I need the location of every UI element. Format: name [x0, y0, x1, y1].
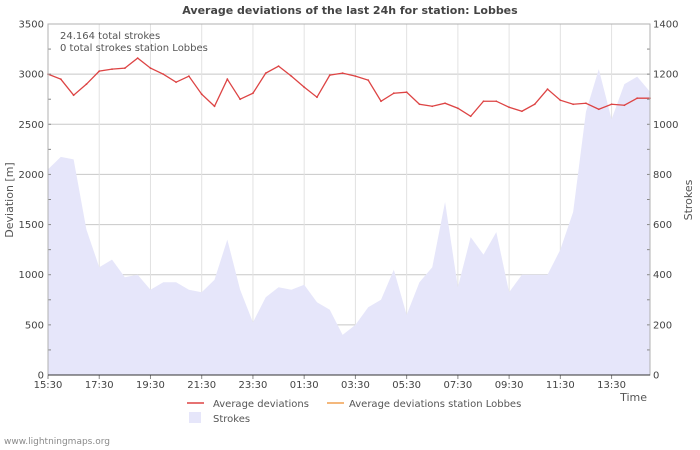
deviation-point [136, 57, 139, 59]
deviation-point [85, 83, 88, 86]
x-tick-label: 01:30 [290, 380, 319, 391]
deviation-point [444, 102, 446, 105]
deviation-point [239, 98, 242, 101]
deviation-point [175, 81, 177, 84]
strokes-area [48, 69, 650, 375]
deviation-point [495, 100, 498, 103]
deviation-point [316, 96, 318, 99]
x-tick-label: 17:30 [85, 380, 114, 391]
left-tick-labels: 0 500 1000 1500 2000 2500 3000 3500 [19, 20, 44, 382]
deviation-point [111, 68, 113, 71]
y-tick-label-left: 2500 [19, 120, 44, 131]
x-tick-label: 11:30 [546, 380, 575, 391]
y-tick-label-right: 1200 [653, 70, 678, 81]
deviation-point [431, 105, 434, 108]
deviation-point [200, 93, 203, 96]
deviation-point [277, 65, 280, 68]
deviation-point [405, 91, 408, 94]
deviation-point [380, 100, 382, 103]
legend: Average deviations Average deviations st… [187, 399, 521, 425]
legend-label-station-lobbes: Average deviations station Lobbes [349, 399, 521, 410]
deviation-point [521, 110, 523, 113]
y-tick-label-left: 2000 [19, 170, 44, 181]
deviation-point [328, 74, 331, 77]
y-tick-label-left: 3500 [19, 20, 44, 31]
deviation-point [533, 103, 536, 106]
deviation-point [610, 103, 613, 106]
deviation-point [508, 106, 511, 109]
y-tick-label-right: 600 [653, 220, 672, 231]
legend-swatch-strokes [189, 412, 201, 423]
y-tick-label-left: 500 [25, 320, 44, 331]
deviation-point [469, 115, 472, 118]
x-tick-label: 13:30 [597, 380, 626, 391]
y-tick-label-right: 800 [653, 170, 672, 181]
deviation-point [72, 94, 75, 97]
y-tick-label-right: 200 [653, 320, 672, 331]
x-tick-label: 05:30 [392, 380, 421, 391]
deviation-point [636, 97, 639, 100]
deviation-point [546, 88, 549, 91]
deviation-point [264, 72, 267, 75]
x-tick-label: 23:30 [239, 380, 268, 391]
deviation-point [572, 103, 575, 106]
deviation-point [162, 73, 165, 76]
site-watermark: www.lightningmaps.org [4, 437, 110, 447]
x-tick-label: 03:30 [341, 380, 370, 391]
y-tick-label-left: 1000 [19, 270, 44, 281]
deviation-point [290, 75, 293, 78]
axes [47, 23, 651, 379]
deviation-point [213, 105, 216, 108]
deviation-point [123, 67, 126, 70]
deviation-point [585, 102, 587, 105]
y-tick-label-right: 400 [653, 270, 672, 281]
deviation-point [623, 104, 626, 107]
x-tick-label: 19:30 [136, 380, 165, 391]
deviation-point [149, 67, 152, 70]
y-tick-label-left: 1500 [19, 220, 44, 231]
y-axis-label-right: Strokes [682, 179, 695, 220]
average-deviations-line [47, 57, 650, 118]
x-tick-label: 21:30 [187, 380, 216, 391]
deviation-point [341, 72, 344, 75]
deviation-point [187, 75, 190, 78]
legend-label-average-deviations: Average deviations [213, 399, 309, 410]
x-tick-labels: 15:30 17:30 19:30 21:30 23:30 01:30 03:30 05:30… [34, 380, 626, 391]
deviation-point [226, 78, 229, 81]
deviation-point [418, 103, 421, 106]
deviation-point [597, 108, 600, 111]
deviation-point [252, 92, 254, 95]
deviation-point [482, 100, 485, 103]
x-axis-label: Time [619, 391, 647, 404]
x-tick-label: 15:30 [34, 380, 63, 391]
y-tick-label-right: 1000 [653, 120, 678, 131]
deviation-point [354, 75, 357, 78]
info-line-total: 24.164 total strokes [60, 31, 160, 42]
x-tick-label: 07:30 [443, 380, 472, 391]
y-axis-label-left: Deviation [m] [3, 162, 16, 237]
deviation-point [303, 86, 306, 89]
strokes-area-layer [48, 69, 650, 375]
chart-title: Average deviations of the last 24h for s… [182, 4, 518, 17]
right-tick-labels: 0 200 400 600 800 1000 1200 1400 [653, 20, 678, 382]
legend-label-strokes: Strokes [213, 414, 250, 425]
deviation-point [456, 107, 459, 110]
y-tick-label-right: 1400 [653, 20, 678, 31]
deviation-point [98, 70, 101, 73]
x-tick-label: 09:30 [495, 380, 524, 391]
info-line-station: 0 total strokes station Lobbes [60, 43, 208, 54]
y-tick-label-left: 3000 [19, 70, 44, 81]
deviation-point [59, 78, 62, 81]
y-tick-label-left: 0 [38, 371, 44, 382]
deviation-point [367, 79, 370, 82]
deviation-point [392, 92, 395, 95]
y-tick-label-right: 0 [653, 371, 659, 382]
deviation-point [559, 99, 562, 102]
